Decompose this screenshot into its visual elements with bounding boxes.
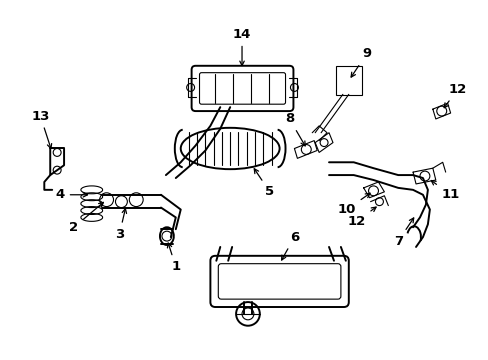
Text: 8: 8 bbox=[285, 112, 305, 146]
Text: 12: 12 bbox=[443, 83, 466, 108]
Text: 7: 7 bbox=[393, 218, 413, 248]
Text: 10: 10 bbox=[337, 193, 369, 216]
Text: 2: 2 bbox=[69, 202, 103, 234]
Text: 5: 5 bbox=[254, 169, 274, 198]
Text: 4: 4 bbox=[55, 188, 87, 201]
Text: 12: 12 bbox=[347, 207, 375, 228]
Text: 13: 13 bbox=[31, 109, 52, 148]
Text: 1: 1 bbox=[167, 243, 180, 273]
Text: 3: 3 bbox=[115, 209, 126, 240]
Text: 9: 9 bbox=[350, 48, 370, 77]
Text: 14: 14 bbox=[232, 28, 251, 66]
Text: 11: 11 bbox=[430, 180, 459, 201]
Text: 6: 6 bbox=[281, 231, 299, 260]
